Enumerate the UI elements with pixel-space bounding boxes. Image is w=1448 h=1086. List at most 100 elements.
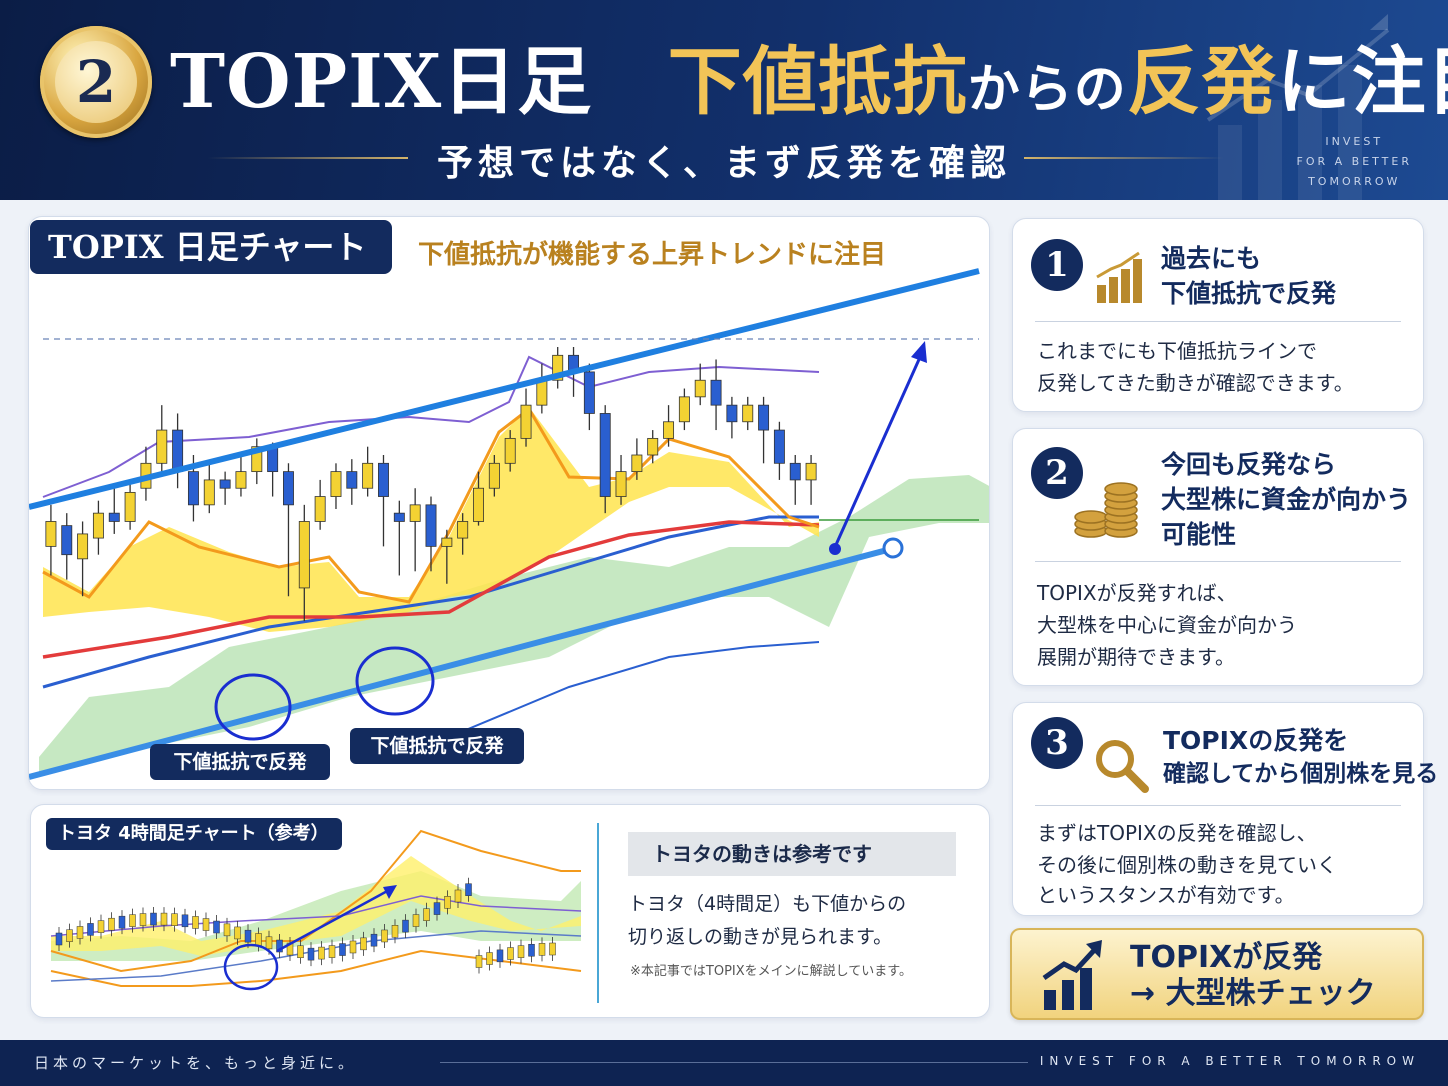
bollinger-lower: [448, 641, 820, 738]
candle-body: [742, 404, 754, 423]
toyota-candle-body: [213, 920, 220, 934]
toyota-candle-body: [517, 945, 525, 958]
side-card-2-body-2: 大型株を中心に資金が向かう: [1037, 613, 1297, 637]
badge-number: 2: [55, 41, 137, 123]
toyota-chart-tag: トヨタ 4時間足チャート（参考）: [46, 818, 342, 850]
toyota-candle-body: [538, 943, 546, 956]
main-chart-card: [28, 216, 990, 790]
side-card-2-title-2: 大型株に資金が向かう: [1161, 485, 1412, 514]
target-circle: [882, 537, 904, 559]
candle-body: [314, 496, 326, 522]
toyota-candle-body: [307, 947, 315, 961]
candle-body: [219, 479, 231, 489]
trend-up-icon: [1042, 940, 1102, 1010]
toyota-candle-body: [171, 913, 178, 926]
candle-body: [694, 379, 706, 398]
invest-line-3: TOMORROW: [1308, 175, 1401, 188]
toyota-candle-body: [465, 883, 472, 896]
ma-short-line: [42, 406, 820, 604]
side-card-2-divider: [1035, 561, 1401, 562]
side-card-1-divider: [1035, 321, 1401, 322]
rebound-arrow-head: [911, 341, 927, 363]
side-card-3-body-3: というスタンスが有効です。: [1037, 883, 1295, 907]
support-highlight-1: [214, 673, 292, 741]
candle-body: [172, 429, 184, 473]
candle-body: [599, 413, 611, 497]
toyota-candle-body: [150, 912, 157, 926]
candle-body: [77, 533, 89, 560]
bar-growth-icon: [1096, 251, 1142, 303]
toyota-candle-body: [349, 940, 357, 954]
page-title: TOPIX日足 下値抵抗からの反発に注目: [170, 34, 1448, 138]
toyota-candle-body: [444, 896, 451, 909]
cta-line-1: TOPIXが反発: [1130, 940, 1323, 975]
title-rebound: 反発: [1126, 39, 1277, 125]
toyota-body-1: トヨタ（4時間足）も下値からの: [628, 893, 907, 915]
candle-body: [457, 521, 469, 539]
toyota-candle-body: [265, 936, 273, 950]
candle-body: [393, 512, 405, 522]
toyota-arrow-head: [383, 885, 397, 899]
candle-body: [758, 404, 770, 431]
toyota-candle-body: [55, 932, 63, 946]
candle-body: [45, 521, 57, 547]
candle-body: [61, 525, 73, 556]
arrow-start-dot: [829, 543, 841, 555]
side-card-1-body-2: 反発してきた動きが確認できます。: [1037, 371, 1354, 395]
side-card-1-title-1: 過去にも: [1161, 244, 1262, 273]
candle-body: [552, 354, 564, 381]
toyota-divider: [597, 823, 599, 1003]
candle-body: [362, 462, 374, 489]
toyota-candle-body: [118, 915, 126, 929]
toyota-candle-body: [244, 929, 252, 943]
channel-upper-line: [29, 268, 980, 510]
toyota-ma-long-line: [50, 930, 582, 982]
footer-tagline: 日本のマーケットを、もっと身近に。: [34, 1054, 358, 1072]
toyota-support-highlight: [223, 943, 279, 991]
toyota-candle-body: [255, 933, 262, 946]
toyota-candle-body: [549, 942, 556, 956]
footer: 日本のマーケットを、もっと身近に。 INVEST FOR A BETTER TO…: [0, 1040, 1448, 1086]
toyota-candle-body: [528, 943, 535, 957]
page-subtitle: 予想ではなく、まず反発を確認: [436, 143, 1011, 184]
side-card-3: 3 TOPIXの反発を 確認してから個別株を見る まずはTOPIXの反発を確認し…: [1012, 702, 1438, 916]
toyota-candle-body: [454, 889, 462, 903]
toyota-candle-body: [87, 923, 94, 936]
growth-chart-decoration-icon: [1206, 14, 1390, 200]
toyota-candle-body: [66, 929, 73, 942]
invest-line-1: INVEST: [1325, 135, 1384, 148]
toyota-candle-body: [181, 914, 189, 928]
toyota-candle-body: [423, 908, 430, 921]
toyota-candle-body: [318, 946, 325, 960]
toyota-candle-body: [486, 952, 493, 965]
candle-body: [710, 379, 722, 406]
support-note-2: 下値抵抗で反発: [350, 728, 524, 764]
candle-body: [378, 462, 389, 497]
side-card-1: 1 過去にも 下値抵抗で反発 これまでにも下値抵抗ラインで 反発してきた動きが確…: [1012, 218, 1424, 412]
candle-body: [631, 454, 643, 473]
side-card-3-divider: [1035, 805, 1401, 806]
candle-body: [124, 491, 136, 522]
toyota-candle-body: [381, 929, 388, 943]
candle-body: [187, 471, 199, 506]
toyota-candle-body: [297, 945, 304, 959]
side-card-2-body-3: 展開が期待できます。: [1037, 645, 1235, 669]
toyota-candle-body: [360, 937, 367, 951]
candle-body: [773, 429, 785, 464]
title-from: からの: [967, 59, 1127, 120]
toyota-candle-body: [76, 926, 84, 939]
candle-body: [108, 512, 120, 522]
side-card-2: 2 今回も反発なら 大型株に資金が向かう 可能性 TOPIXが反発すれば、 大型…: [1012, 428, 1424, 686]
toyota-candle-body: [391, 925, 399, 938]
cta-banner[interactable]: TOPIXが反発 → 大型株チェック: [1010, 928, 1424, 1020]
side-card-2-number: 2: [1031, 447, 1083, 499]
toyota-candle-body: [507, 947, 514, 960]
candle-body: [504, 437, 516, 464]
main-chart-tag: TOPIX 日足チャート: [30, 220, 392, 274]
side-card-3-title-1: TOPIXの反発を: [1163, 726, 1349, 755]
toyota-price-fill: [51, 856, 581, 956]
side-card-1-number: 1: [1031, 239, 1083, 291]
toyota-heading: トヨタの動きは参考です: [628, 832, 956, 876]
toyota-candle-body: [475, 955, 483, 968]
ichimoku-cloud: [39, 475, 989, 777]
